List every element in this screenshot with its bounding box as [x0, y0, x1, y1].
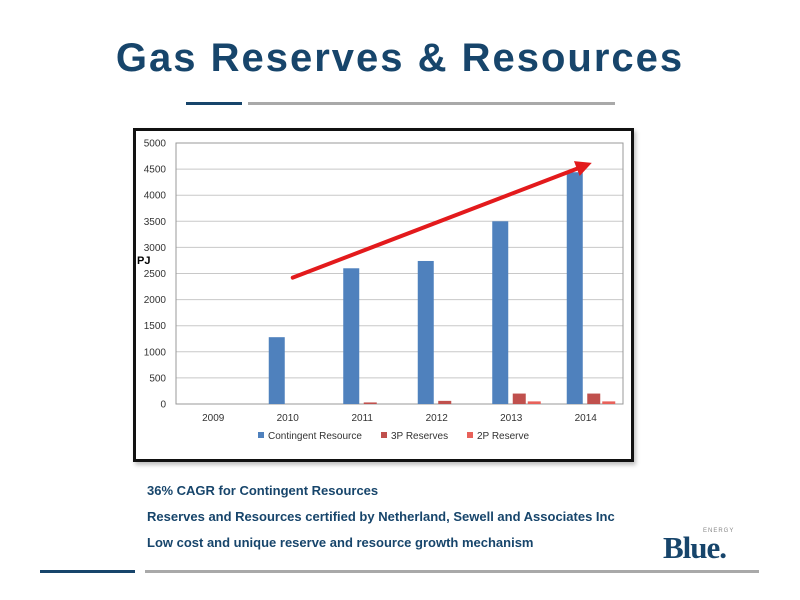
bar-contingent-resource [566, 172, 583, 404]
legend-label: 3P Reserves [391, 431, 448, 442]
legend-swatch [467, 432, 473, 438]
bullet-cagr: 36% CAGR for Contingent Resources [147, 483, 379, 498]
x-tick-label: 2009 [202, 413, 225, 424]
y-axis-label: PJ [137, 255, 151, 267]
bar-3p-reserves [363, 402, 377, 404]
bullet-certification: Reserves and Resources certified by Neth… [147, 509, 615, 524]
x-tick-label: 2011 [351, 413, 373, 424]
y-tick-label: 4000 [144, 191, 167, 202]
bar-3p-reserves [512, 393, 526, 404]
legend-label: 2P Reserve [477, 431, 530, 442]
x-tick-label: 2013 [500, 413, 523, 424]
slide-title: Gas Reserves & Resources [115, 36, 685, 80]
logo-energy-tag: ENERGY [703, 528, 735, 534]
trend-arrow-line [290, 164, 584, 280]
blue-energy-logo: Blue. ENERGY [663, 528, 753, 567]
bar-contingent-resource [417, 260, 434, 404]
x-tick-label: 2014 [575, 413, 598, 424]
bullet-growth-mechanism: Low cost and unique reserve and resource… [147, 535, 534, 550]
y-tick-label: 5000 [144, 139, 167, 150]
chart-frame: 0 500 1000 1500 2000 2500 3000 3500 4000 4500 5000… [133, 128, 634, 462]
legend-swatch [258, 432, 264, 438]
y-tick-label: 2500 [144, 269, 167, 280]
y-tick-label: 4500 [144, 165, 167, 176]
plot-area [175, 142, 624, 405]
bar-2p-reserve [602, 401, 616, 404]
trend-arrow-head [573, 161, 592, 177]
y-tick-label: 1500 [144, 321, 167, 332]
footer-rule-light [145, 570, 759, 573]
bar-chart: 0 500 1000 1500 2000 2500 3000 3500 4000 4500 5000… [144, 139, 624, 442]
footer-rule-dark [40, 570, 135, 573]
y-tick-label: 500 [149, 373, 166, 384]
legend-label: Contingent Resource [268, 431, 362, 442]
x-tick-label: 2010 [277, 413, 300, 424]
bullet-list: 36% CAGR for Contingent Resources Reserv… [147, 483, 615, 561]
bar-contingent-resource [268, 337, 285, 404]
title-underline-light [248, 102, 615, 105]
title-underline-dark [186, 102, 242, 105]
legend-swatch [381, 432, 387, 438]
bar-3p-reserves [587, 393, 601, 404]
y-tick-label: 2000 [144, 295, 167, 306]
y-tick-label: 3500 [144, 217, 167, 228]
bar-contingent-resource [492, 221, 509, 404]
x-tick-label: 2012 [426, 413, 449, 424]
y-tick-label: 3000 [144, 243, 167, 254]
bar-contingent-resource [343, 268, 360, 404]
bar-3p-reserves [438, 400, 452, 404]
logo-wordmark: Blue. [663, 530, 727, 565]
y-tick-label: 1000 [144, 347, 167, 358]
y-tick-label: 0 [160, 400, 166, 411]
bar-2p-reserve [527, 401, 541, 404]
